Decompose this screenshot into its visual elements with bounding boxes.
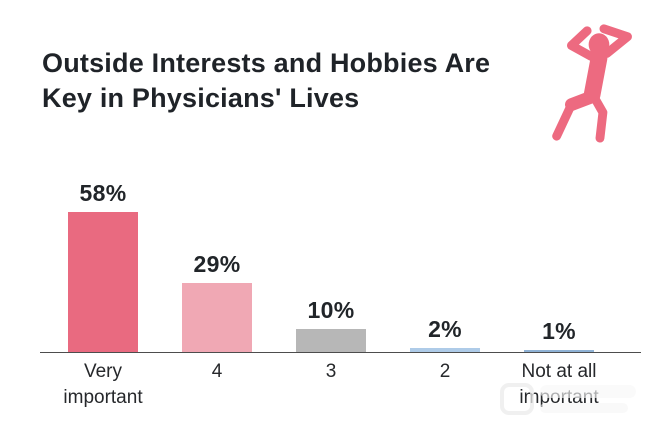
bar-2 bbox=[410, 348, 480, 353]
x-axis-label-4: 2 bbox=[439, 361, 451, 382]
bar-not-at-all-important bbox=[524, 350, 594, 353]
x-axis-label-2: 4 bbox=[211, 361, 223, 382]
bar-value-label: 2% bbox=[428, 316, 462, 342]
bar-column-1: 58% bbox=[46, 158, 160, 353]
relaxing-person-icon bbox=[548, 16, 648, 144]
bar-value-label: 1% bbox=[542, 318, 576, 344]
x-axis-line bbox=[40, 352, 641, 354]
page-title: Outside Interests and Hobbies Are Key in… bbox=[42, 46, 490, 116]
x-axis-labels: Very important 4 3 2 Not at all important bbox=[46, 359, 616, 411]
bar-column-4: 2% bbox=[388, 158, 502, 353]
bar-value-label: 29% bbox=[193, 251, 241, 277]
bar-value-label: 10% bbox=[307, 297, 355, 323]
bar-very-important bbox=[68, 212, 138, 353]
bar-3 bbox=[296, 329, 366, 353]
bar-4 bbox=[182, 283, 252, 353]
bar-column-2: 29% bbox=[160, 158, 274, 353]
bar-value-label: 58% bbox=[79, 180, 127, 206]
x-axis-label-3: 3 bbox=[325, 361, 337, 382]
x-axis-label-5: Not at all important bbox=[519, 361, 599, 408]
bar-column-5: 1% bbox=[502, 158, 616, 353]
x-axis-label-1: Very important bbox=[63, 361, 143, 408]
page-title-line-1: Outside Interests and Hobbies Are bbox=[42, 48, 491, 78]
bar-chart: 58% 29% 10% 2% 1% bbox=[46, 158, 616, 353]
page-title-line-2: Key in Physicians' Lives bbox=[42, 83, 360, 113]
bar-column-3: 10% bbox=[274, 158, 388, 353]
